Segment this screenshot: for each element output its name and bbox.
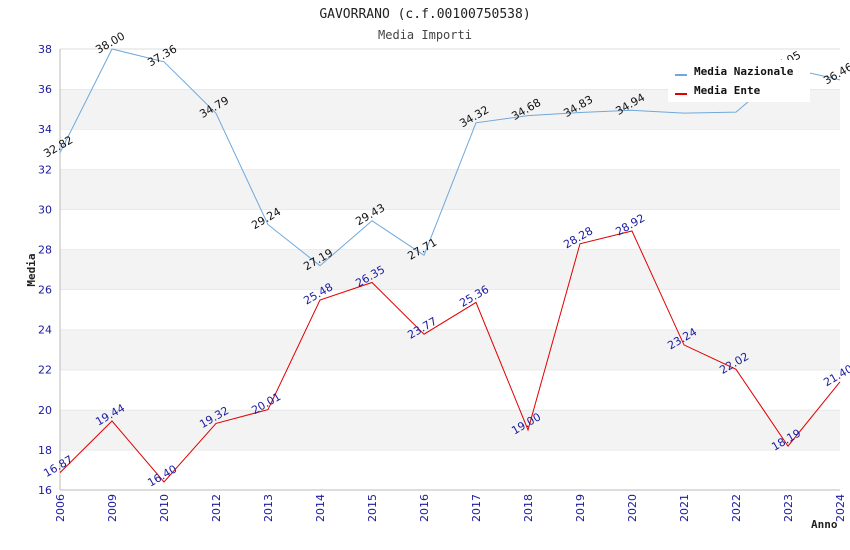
y-tick-label: 16 bbox=[38, 484, 52, 497]
y-tick-label: 34 bbox=[38, 123, 52, 136]
series-line-0 bbox=[59, 48, 841, 267]
grid-band bbox=[60, 409, 840, 450]
y-tick-labels: 16 18 20 22 24 26 28 30 32 34 36 38 bbox=[38, 43, 52, 497]
x-tick-label: 2015 bbox=[366, 494, 379, 522]
grid-band bbox=[60, 329, 840, 370]
y-tick-label: 30 bbox=[38, 203, 52, 216]
grid-band bbox=[60, 449, 840, 490]
y-tick-label: 20 bbox=[38, 404, 52, 417]
axes bbox=[59, 49, 840, 491]
x-tick-label: 2020 bbox=[626, 494, 639, 522]
y-tick-label: 36 bbox=[38, 83, 52, 96]
y-tick-label: 28 bbox=[38, 243, 52, 256]
y-axis-label: Media bbox=[25, 253, 38, 286]
legend-box bbox=[668, 60, 810, 102]
x-tick-label: 2016 bbox=[418, 494, 431, 522]
y-tick-label: 38 bbox=[38, 43, 52, 56]
grid-bands bbox=[60, 48, 840, 490]
legend: Media Nazionale Media Ente bbox=[668, 60, 810, 102]
y-tick-label: 22 bbox=[38, 364, 52, 377]
x-tick-label: 2018 bbox=[522, 494, 535, 522]
x-tick-label: 2010 bbox=[158, 494, 171, 522]
series-lines bbox=[59, 48, 841, 483]
y-tick-label: 32 bbox=[38, 163, 52, 176]
y-tick-label: 18 bbox=[38, 444, 52, 457]
chart-title: GAVORRANO (c.f.00100750538) bbox=[319, 7, 530, 22]
x-tick-label: 2014 bbox=[314, 494, 327, 522]
series-line-1 bbox=[59, 230, 841, 483]
x-tick-label: 2013 bbox=[262, 494, 275, 522]
x-tick-label: 2024 bbox=[834, 494, 847, 522]
x-tick-label: 2006 bbox=[54, 494, 67, 522]
x-tick-label: 2012 bbox=[210, 494, 223, 522]
x-tick-label: 2023 bbox=[782, 494, 795, 522]
legend-label: Media Nazionale bbox=[694, 65, 794, 78]
chart-subtitle: Media Importi bbox=[378, 28, 472, 42]
grid-band bbox=[60, 249, 840, 290]
y-tick-label: 24 bbox=[38, 324, 52, 337]
x-tick-label: 2022 bbox=[730, 494, 743, 522]
grid-band bbox=[60, 369, 840, 410]
x-tick-labels: 2006 2009 2010 2012 2013 2014 2015 2016 2017 2018… bbox=[54, 494, 847, 522]
x-tick-label: 2021 bbox=[678, 494, 691, 522]
grid-band bbox=[60, 289, 840, 330]
y-tick-label: 26 bbox=[38, 284, 52, 297]
x-tick-label: 2019 bbox=[574, 494, 587, 522]
x-tick-label: 2009 bbox=[106, 494, 119, 522]
x-axis-label: Anno bbox=[811, 518, 838, 531]
grid-band bbox=[60, 129, 840, 170]
x-tick-label: 2017 bbox=[470, 494, 483, 522]
grid-band bbox=[60, 209, 840, 250]
legend-label: Media Ente bbox=[694, 84, 761, 97]
